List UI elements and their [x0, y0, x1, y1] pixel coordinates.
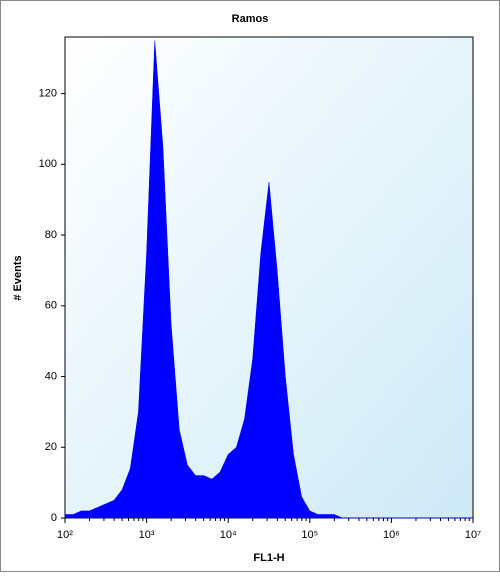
- chart-title: Ramos: [232, 13, 269, 25]
- y-tick-label: 20: [45, 441, 57, 453]
- x-tick-label: 10³: [139, 529, 155, 541]
- y-tick-label: 100: [39, 158, 57, 170]
- x-tick-label: 10⁵: [301, 529, 318, 541]
- x-tick-label: 10⁴: [220, 529, 237, 541]
- x-tick-label: 10²: [57, 529, 73, 541]
- y-tick-label: 0: [51, 512, 57, 524]
- y-tick-label: 40: [45, 370, 57, 382]
- y-tick-label: 60: [45, 300, 57, 312]
- y-tick-label: 80: [45, 229, 57, 241]
- x-axis-label: FL1-H: [253, 552, 284, 564]
- x-tick-label: 10⁷: [465, 529, 481, 541]
- y-tick-label: 120: [39, 87, 57, 99]
- y-axis-label: # Events: [12, 255, 24, 300]
- histogram-area: [64, 40, 473, 519]
- x-tick-label: 10⁶: [383, 529, 400, 541]
